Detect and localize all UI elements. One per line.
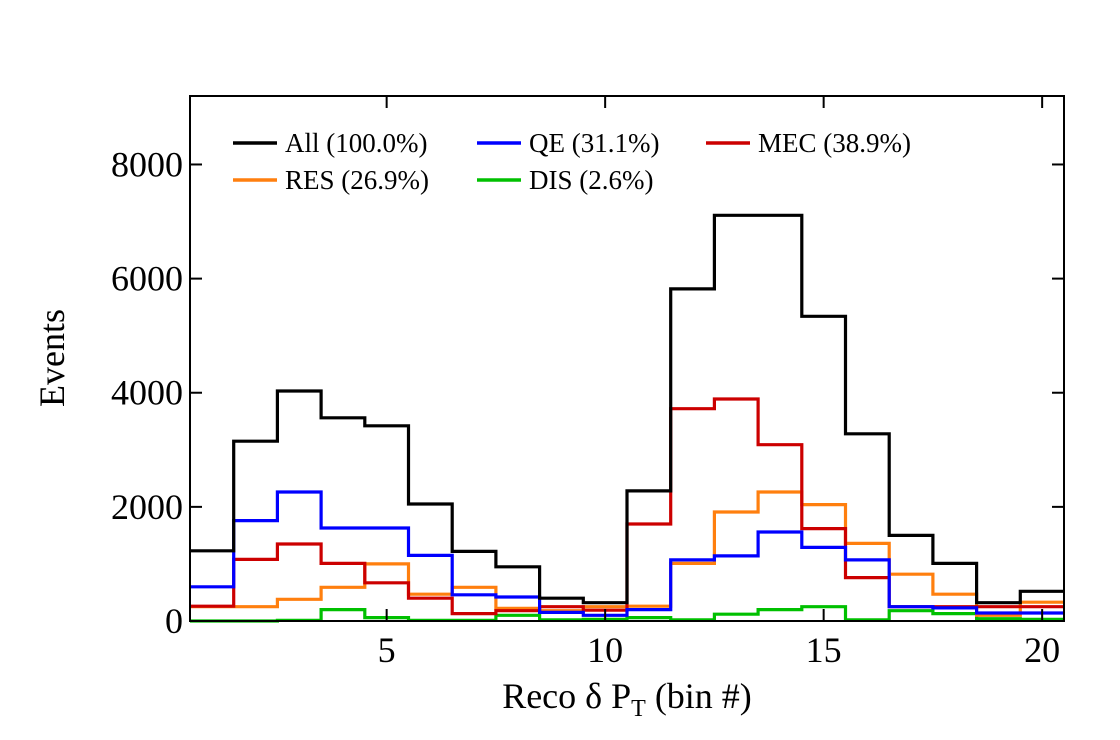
legend-label-4: DIS (2.6%) xyxy=(529,165,653,195)
axis-ticks: 5 10 15 20 0 2000 4000 6000 8000 xyxy=(111,96,1064,670)
legend-label-0: All (100.0%) xyxy=(285,128,427,158)
legend: All (100.0%) QE (31.1%) MEC (38.9%) RES (26… xyxy=(233,128,911,195)
y-axis-title: Events xyxy=(32,309,72,407)
x-tick-label: 15 xyxy=(806,630,842,670)
x-tick-label: 10 xyxy=(587,630,623,670)
series-line-2 xyxy=(190,397,1064,616)
series-line-4 xyxy=(190,605,1064,623)
legend-label-3: RES (26.9%) xyxy=(285,165,429,195)
x-axis-title: Reco δ PT (bin #) xyxy=(502,676,752,722)
x-axis-title-main: Reco δ P xyxy=(502,676,631,716)
legend-label-1: QE (31.1%) xyxy=(529,128,659,158)
series-layer xyxy=(190,213,1064,623)
plot-frame xyxy=(189,95,1065,622)
y-tick-label: 2000 xyxy=(111,487,183,527)
series-line-0 xyxy=(190,213,1064,605)
x-tick-label: 5 xyxy=(378,630,396,670)
legend-label-2: MEC (38.9%) xyxy=(758,128,911,158)
x-tick-label: 20 xyxy=(1024,630,1060,670)
y-tick-label: 0 xyxy=(165,601,183,641)
y-tick-label: 6000 xyxy=(111,259,183,299)
y-tick-label: 4000 xyxy=(111,373,183,413)
y-tick-label: 8000 xyxy=(111,144,183,184)
x-axis-title-suffix: (bin #) xyxy=(646,676,752,716)
x-axis-title-subscript: T xyxy=(631,696,646,722)
series-line-1 xyxy=(190,490,1064,617)
